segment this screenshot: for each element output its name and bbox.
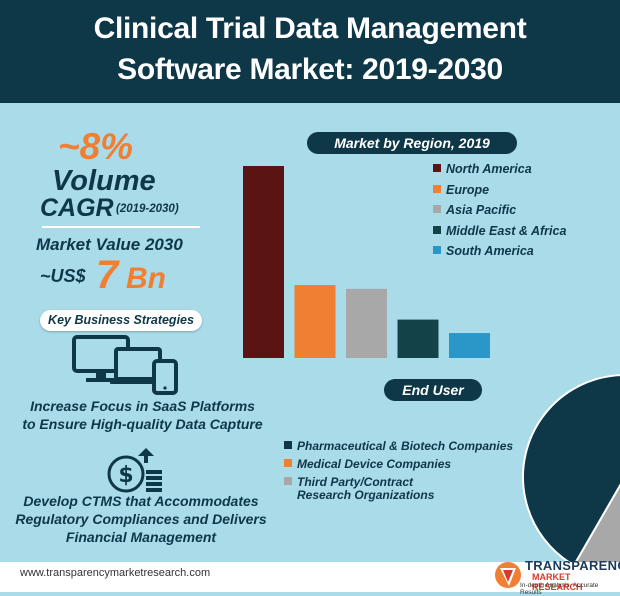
cagr-value: ~8% xyxy=(58,126,134,167)
header-banner: Clinical Trial Data Management Software … xyxy=(0,0,620,103)
cagr-label-cagr: CAGR xyxy=(40,194,114,222)
legend-item-south-america: South America xyxy=(433,244,534,262)
strategy-item-2-line3: Financial Management xyxy=(65,529,217,545)
legend-swatch xyxy=(433,225,441,234)
region-bar-chart xyxy=(243,166,490,358)
market-value-prefix: ~US$ xyxy=(40,266,86,286)
legend-item-europe: Europe xyxy=(433,183,489,201)
market-value-number: 7 xyxy=(96,253,119,297)
strategy-item-1: Increase Focus in SaaS Platforms to Ensu… xyxy=(10,397,275,433)
svg-text:$: $ xyxy=(118,463,133,488)
end-user-pie-chart xyxy=(522,374,620,562)
cagr-period: (2019-2030) xyxy=(116,203,179,215)
strategy-item-2-line1: Develop CTMS that Accommodates xyxy=(23,493,259,509)
legend-item-north-america: North America xyxy=(433,162,532,180)
pie-slice-pharmaceutical-biotech-companies xyxy=(522,374,620,562)
legend-label: Research Organizations xyxy=(297,488,435,502)
page-title-line2: Software Market: 2019-2030 xyxy=(117,53,503,86)
bar-middle-east-africa xyxy=(397,319,439,358)
legend-swatch xyxy=(433,184,441,193)
legend-swatch xyxy=(433,205,441,213)
bar-south-america xyxy=(449,333,490,358)
strategy-item-2: Develop CTMS that Accommodates Regulator… xyxy=(6,492,276,546)
bar-chart-title: Market by Region, 2019 xyxy=(307,132,517,154)
logo-name: TRANSPARENCY xyxy=(525,558,620,573)
legend-label: Pharmaceutical & Biotech Companies xyxy=(297,439,514,453)
bar-north-america xyxy=(243,166,284,358)
bar-europe xyxy=(294,285,336,358)
legend-label: Europe xyxy=(446,182,490,197)
legend-swatch xyxy=(433,164,441,172)
page-title-line1: Clinical Trial Data Management xyxy=(93,12,527,45)
cagr-label-volume: Volume xyxy=(52,165,156,197)
strategy-item-1-line1: Increase Focus in SaaS Platforms xyxy=(30,398,255,414)
legend-item-middle-east-africa: Middle East & Africa xyxy=(433,224,566,242)
legend-swatch xyxy=(433,246,441,254)
strategy-item-2-line2: Regulatory Compliances and Delivers xyxy=(15,511,267,527)
market-value-label: Market Value 2030 xyxy=(36,235,183,254)
legend-label: South America xyxy=(446,244,534,258)
tmr-logo-icon xyxy=(494,560,522,590)
legend-swatch xyxy=(284,459,292,467)
legend-label: Third Party/Contract xyxy=(297,475,414,489)
pie-legend-item-3: Third Party/Contract Research Organizatio… xyxy=(284,476,434,502)
legend-swatch xyxy=(284,441,292,449)
pie-slice-third-party-contract-research-organizations xyxy=(574,483,620,562)
logo-sub: MARKET RESEARCH xyxy=(532,572,583,592)
bar-asia-pacific xyxy=(346,288,387,358)
legend-item-asia-pacific: Asia Pacific xyxy=(433,203,516,221)
strategy-item-1-line2: to Ensure High-quality Data Capture xyxy=(22,416,263,432)
footer-url: www.transparencymarketresearch.com xyxy=(20,567,211,579)
stats-divider xyxy=(42,226,200,228)
legend-label: Medical Device Companies xyxy=(297,457,452,471)
pie-chart-title: End User xyxy=(384,379,482,401)
pie-legend-item-1: Pharmaceutical & Biotech Companies xyxy=(284,440,513,453)
logo-tagline: In-depth Analysis. Accurate Results xyxy=(520,582,599,596)
market-value-unit: Bn xyxy=(126,262,166,295)
dollar-growth-icon: $ xyxy=(106,446,166,494)
legend-label: Middle East & Africa xyxy=(446,223,567,238)
legend-swatch xyxy=(284,477,292,485)
legend-label: Asia Pacific xyxy=(446,203,517,217)
legend-label: North America xyxy=(446,162,532,176)
pie-legend-item-2: Medical Device Companies xyxy=(284,458,451,471)
devices-icon xyxy=(70,335,180,395)
strategies-heading: Key Business Strategies xyxy=(40,310,202,331)
